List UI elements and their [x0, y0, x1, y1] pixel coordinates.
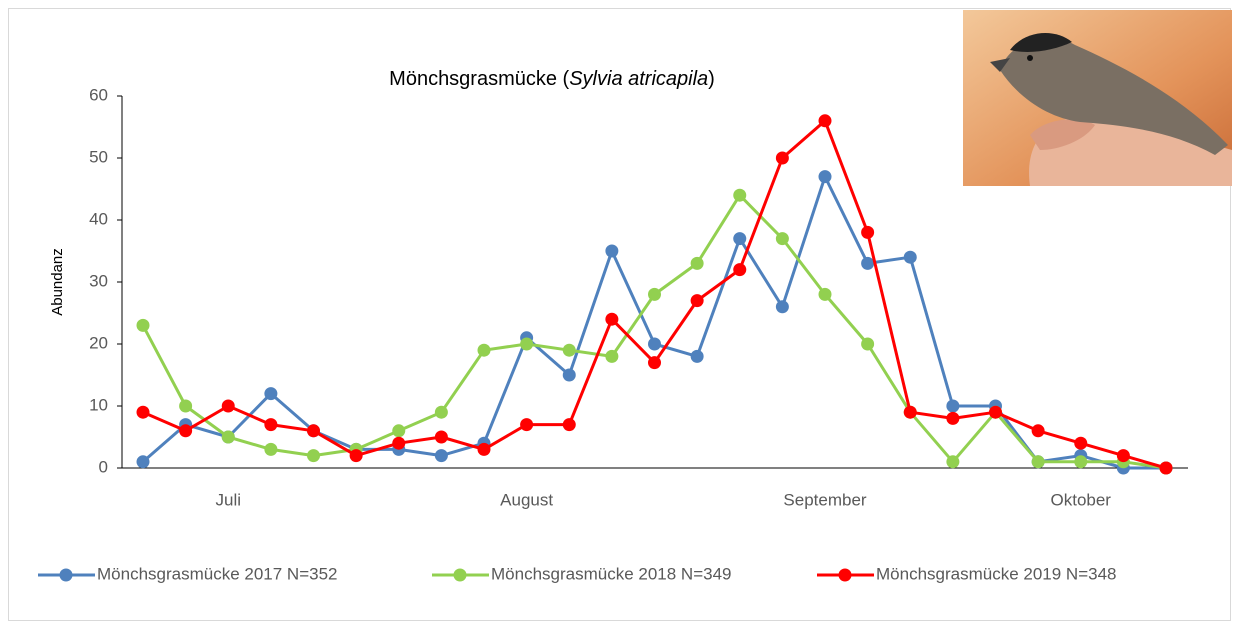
- data-point: [221, 399, 235, 413]
- data-point: [605, 244, 619, 258]
- data-point: [1116, 449, 1130, 463]
- data-point: [477, 442, 491, 456]
- data-point: [648, 356, 661, 370]
- data-point: [349, 449, 363, 463]
- data-point: [179, 424, 193, 438]
- data-point: [307, 424, 320, 438]
- data-point: [946, 411, 960, 425]
- data-point: [733, 188, 747, 202]
- data-point: [903, 405, 917, 419]
- legend-label: Mönchsgrasmücke 2018 N=349: [491, 564, 732, 583]
- data-point: [1074, 436, 1088, 450]
- y-tick-label: 0: [99, 457, 108, 476]
- data-point: [179, 399, 193, 413]
- data-point: [861, 337, 875, 351]
- data-point: [605, 312, 619, 326]
- data-point: [605, 349, 619, 363]
- x-tick-label: August: [500, 490, 553, 509]
- x-tick-label: Oktober: [1051, 490, 1112, 509]
- data-point: [733, 263, 747, 277]
- title-part: Mönchsgrasmücke (: [389, 68, 569, 90]
- legend-label: Mönchsgrasmücke 2017 N=352: [97, 564, 338, 583]
- data-point: [264, 442, 278, 456]
- photo: [963, 10, 1232, 186]
- data-point: [818, 170, 832, 184]
- data-point: [946, 399, 960, 413]
- data-point: [733, 232, 747, 246]
- data-point: [861, 256, 875, 270]
- data-point: [392, 424, 406, 438]
- data-point: [818, 287, 832, 301]
- legend-marker: [453, 568, 467, 582]
- chart-title: Mönchsgrasmücke (Sylvia atricapila): [389, 68, 715, 90]
- data-point: [903, 250, 917, 264]
- data-point: [1159, 461, 1173, 475]
- data-point: [562, 343, 576, 357]
- data-point: [520, 337, 534, 351]
- data-point: [1031, 424, 1045, 438]
- data-point: [136, 455, 150, 469]
- data-point: [775, 232, 789, 246]
- x-tick-label: Juli: [215, 490, 241, 509]
- data-point: [136, 405, 150, 419]
- data-point: [264, 387, 278, 401]
- data-point: [434, 405, 448, 419]
- data-point: [989, 405, 1002, 419]
- data-point: [690, 349, 704, 363]
- data-point: [861, 225, 875, 239]
- data-point: [1074, 455, 1088, 469]
- data-point: [690, 256, 704, 270]
- data-point: [434, 449, 448, 463]
- data-point: [818, 114, 832, 128]
- y-tick-label: 20: [89, 333, 108, 352]
- y-tick-label: 60: [89, 85, 108, 104]
- y-tick-label: 50: [89, 147, 108, 166]
- y-tick-label: 40: [89, 209, 108, 228]
- data-point: [690, 294, 704, 308]
- y-tick-label: 30: [89, 271, 108, 290]
- data-point: [434, 430, 448, 444]
- legend-marker: [838, 568, 852, 582]
- title-part: Sylvia atricapila: [569, 68, 708, 90]
- data-point: [562, 418, 576, 432]
- data-point: [775, 300, 789, 314]
- data-point: [520, 418, 534, 432]
- legend-label: Mönchsgrasmücke 2019 N=348: [876, 564, 1117, 583]
- data-point: [775, 151, 789, 165]
- x-tick-label: September: [783, 490, 866, 509]
- y-tick-label: 10: [89, 395, 108, 414]
- data-point: [562, 368, 576, 382]
- data-point: [477, 343, 491, 357]
- data-point: [136, 318, 150, 332]
- data-point: [392, 436, 406, 450]
- title-part: ): [708, 68, 715, 90]
- data-point: [648, 337, 661, 351]
- data-point: [307, 449, 320, 463]
- data-point: [221, 430, 235, 444]
- data-point: [946, 455, 960, 469]
- legend-marker: [59, 568, 73, 582]
- y-axis-label: Abundanz: [49, 248, 66, 316]
- data-point: [648, 287, 661, 301]
- data-point: [1031, 455, 1045, 469]
- data-point: [264, 418, 278, 432]
